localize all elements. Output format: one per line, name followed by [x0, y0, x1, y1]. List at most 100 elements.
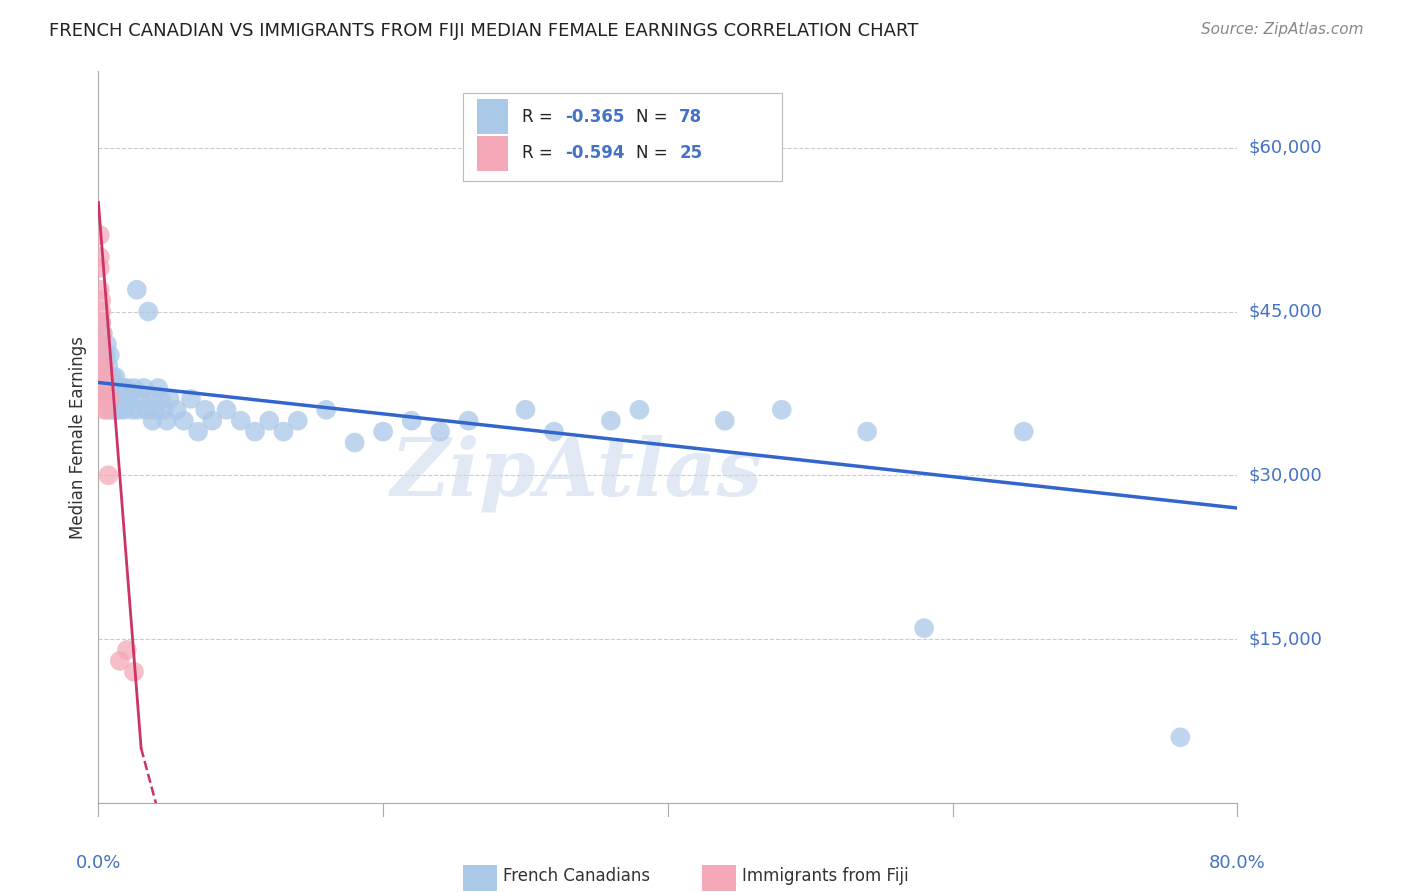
FancyBboxPatch shape: [463, 94, 782, 181]
Point: [100, 381, 122, 395]
Text: $60,000: $60,000: [1249, 139, 1322, 157]
Point: [101, 392, 124, 406]
Point: [132, 381, 155, 395]
Point: [108, 381, 131, 395]
Point: [145, 402, 167, 417]
Point: [96, 402, 118, 417]
Point: [150, 392, 173, 406]
Point: [96, 337, 118, 351]
Text: $15,000: $15,000: [1249, 630, 1322, 648]
Bar: [477, 99, 509, 135]
Point: [515, 402, 537, 417]
Point: [153, 402, 176, 417]
Text: 78: 78: [679, 108, 703, 126]
Point: [129, 392, 152, 406]
Point: [94, 370, 117, 384]
Text: -0.365: -0.365: [565, 108, 624, 126]
Point: [90, 337, 112, 351]
Point: [287, 414, 309, 428]
Point: [90, 337, 112, 351]
Point: [93, 381, 115, 395]
Point: [856, 425, 879, 439]
Point: [628, 402, 651, 417]
Point: [125, 283, 148, 297]
Point: [90, 315, 112, 329]
Point: [89, 260, 111, 275]
Point: [93, 359, 115, 373]
Point: [93, 392, 115, 406]
Text: ZipAtlas: ZipAtlas: [391, 435, 762, 512]
Point: [215, 402, 238, 417]
Point: [101, 370, 124, 384]
Point: [107, 392, 129, 406]
Point: [91, 359, 114, 373]
Point: [90, 304, 112, 318]
Point: [122, 665, 145, 679]
Point: [714, 414, 737, 428]
Point: [89, 250, 111, 264]
Point: [148, 381, 170, 395]
Point: [97, 392, 120, 406]
Text: 0.0%: 0.0%: [76, 854, 121, 872]
Point: [96, 381, 118, 395]
Point: [89, 283, 111, 297]
Point: [91, 326, 114, 341]
Point: [97, 359, 120, 373]
Point: [91, 348, 114, 362]
Point: [94, 370, 117, 384]
Text: R =: R =: [522, 108, 558, 126]
Point: [135, 402, 157, 417]
Point: [93, 402, 115, 417]
Point: [111, 381, 134, 395]
Point: [98, 370, 121, 384]
Text: N =: N =: [636, 145, 673, 162]
Point: [912, 621, 935, 635]
Text: $30,000: $30,000: [1249, 467, 1322, 484]
Point: [600, 414, 623, 428]
Point: [122, 381, 145, 395]
Point: [100, 402, 122, 417]
Text: Source: ZipAtlas.com: Source: ZipAtlas.com: [1201, 22, 1364, 37]
Point: [103, 381, 125, 395]
Point: [429, 425, 451, 439]
Point: [89, 359, 111, 373]
Text: R =: R =: [522, 145, 558, 162]
Point: [457, 414, 479, 428]
Point: [180, 392, 202, 406]
Point: [90, 293, 112, 308]
Point: [97, 468, 120, 483]
Point: [104, 392, 127, 406]
Point: [139, 392, 162, 406]
Text: Immigrants from Fiji: Immigrants from Fiji: [742, 867, 908, 885]
Point: [121, 402, 143, 417]
Point: [115, 643, 138, 657]
Point: [91, 348, 114, 362]
Text: French Canadians: French Canadians: [503, 867, 650, 885]
Point: [104, 370, 127, 384]
Point: [112, 402, 135, 417]
Point: [90, 315, 112, 329]
Bar: [463, 865, 498, 890]
Point: [543, 425, 565, 439]
Point: [166, 402, 188, 417]
Text: 80.0%: 80.0%: [1209, 854, 1265, 872]
Y-axis label: Median Female Earnings: Median Female Earnings: [69, 335, 87, 539]
Point: [94, 348, 117, 362]
Point: [91, 370, 114, 384]
Point: [770, 402, 793, 417]
Point: [93, 381, 115, 395]
Bar: [477, 136, 509, 171]
Point: [115, 381, 138, 395]
Point: [118, 392, 141, 406]
Text: -0.594: -0.594: [565, 145, 624, 162]
Point: [343, 435, 366, 450]
Text: N =: N =: [636, 108, 673, 126]
Point: [103, 402, 125, 417]
Point: [127, 402, 149, 417]
Point: [89, 228, 111, 243]
Point: [156, 414, 179, 428]
Point: [136, 304, 159, 318]
Point: [105, 381, 128, 395]
Point: [94, 381, 117, 395]
Point: [229, 414, 252, 428]
